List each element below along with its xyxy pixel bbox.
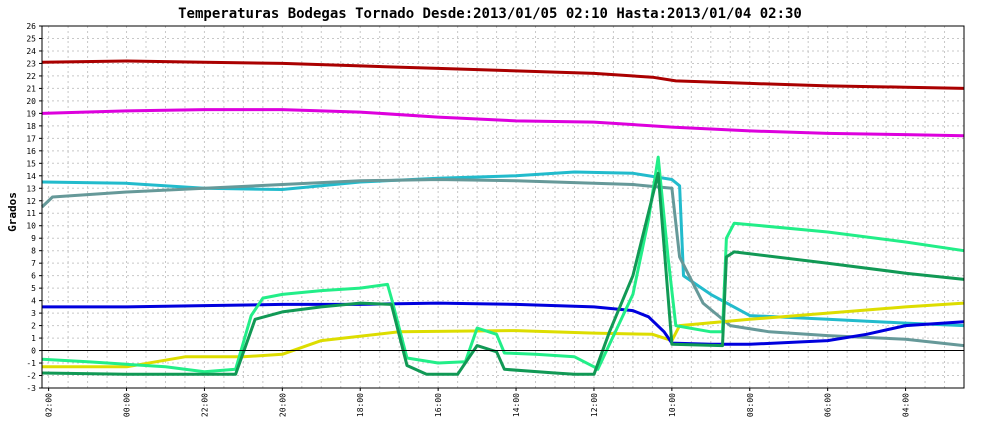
x-tick-label: 06:00 <box>824 393 833 417</box>
y-tick-label: 23 <box>26 59 36 68</box>
series-line-2 <box>41 108 965 138</box>
y-axis-label: Grados <box>6 192 19 232</box>
series-line-8 <box>41 171 965 376</box>
y-tick-label: 17 <box>26 134 36 143</box>
y-tick-label: 26 <box>26 22 36 31</box>
plot-frame <box>41 25 965 389</box>
y-tick-label: 7 <box>31 259 36 268</box>
y-tick-label: 3 <box>31 309 36 318</box>
series-line-4 <box>40 178 965 348</box>
y-tick-label: 25 <box>26 34 36 43</box>
y-tick-label: -2 <box>26 372 36 381</box>
y-tick-label: 24 <box>26 47 36 56</box>
grid-lines <box>42 25 965 389</box>
y-tick-label: 12 <box>26 197 36 206</box>
y-tick-label: 19 <box>26 109 36 118</box>
y-tick-label: -1 <box>26 359 36 368</box>
y-tick-label: 4 <box>31 297 36 306</box>
y-tick-label: 15 <box>26 159 36 168</box>
y-tick-label: 18 <box>26 122 36 131</box>
x-tick-label: 20:00 <box>278 393 287 417</box>
y-tick-label: 16 <box>26 147 36 156</box>
y-tick-label: 14 <box>26 172 36 181</box>
series-line-3 <box>41 170 965 328</box>
series-line-7 <box>41 155 965 374</box>
y-tick-label: 5 <box>31 284 36 293</box>
axes <box>39 25 965 391</box>
x-tick-label: 02:00 <box>45 393 54 417</box>
y-tick-label: 22 <box>26 72 36 81</box>
y-tick-label: 21 <box>26 84 36 93</box>
x-tick-label: 00:00 <box>123 393 132 417</box>
x-tick-label: 10:00 <box>668 393 677 417</box>
y-tick-labels: -3-2-10123456789101112131415161718192021… <box>26 22 36 393</box>
y-tick-label: 6 <box>31 272 36 281</box>
x-tick-label: 16:00 <box>434 393 443 417</box>
y-tick-label: 10 <box>26 222 36 231</box>
y-tick-label: -3 <box>26 384 36 393</box>
x-tick-label: 14:00 <box>512 393 521 417</box>
y-tick-label: 20 <box>26 97 36 106</box>
series-line-1 <box>41 59 965 90</box>
series-line-5 <box>42 301 965 369</box>
x-tick-label: 04:00 <box>902 393 911 417</box>
y-tick-label: 8 <box>31 247 36 256</box>
x-tick-label: 18:00 <box>356 393 365 417</box>
chart-title: Temperaturas Bodegas Tornado Desde:2013/… <box>178 6 802 22</box>
y-tick-label: 11 <box>26 209 36 218</box>
y-tick-label: 2 <box>31 322 36 331</box>
y-tick-label: 0 <box>31 347 36 356</box>
x-tick-labels: 02:00 00:00 22:00 20:00 18:00 16:00 14:00 12:00… <box>45 393 911 417</box>
y-tick-label: 9 <box>31 234 36 243</box>
x-tick-label: 08:00 <box>746 393 755 417</box>
x-tick-label: 12:00 <box>590 393 599 417</box>
y-tick-label: 13 <box>26 184 36 193</box>
x-tick-label: 22:00 <box>200 393 209 417</box>
series-lines <box>40 59 965 376</box>
series-line-6 <box>42 301 965 346</box>
y-tick-label: 1 <box>31 334 36 343</box>
